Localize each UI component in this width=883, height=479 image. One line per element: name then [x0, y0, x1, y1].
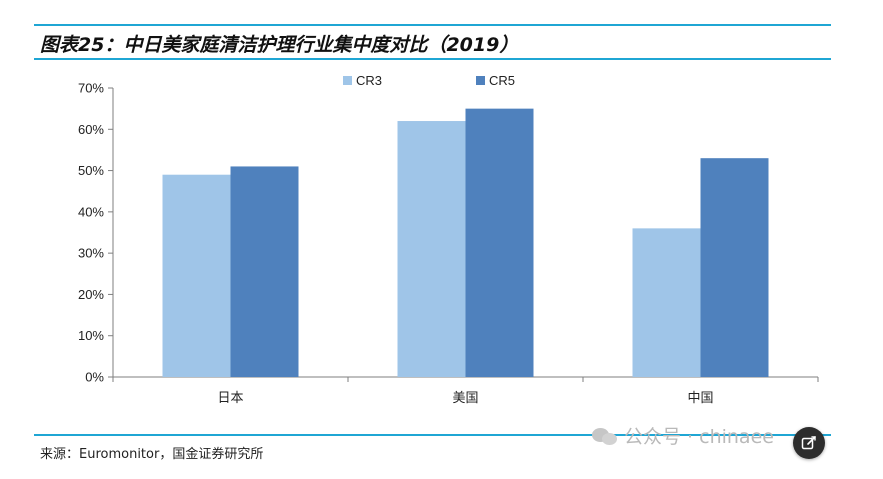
edit-button[interactable]	[793, 427, 825, 459]
legend-label-cr3: CR3	[356, 73, 382, 88]
bottom-rule	[34, 434, 831, 436]
legend-swatch-cr5	[476, 76, 485, 85]
y-tick-label: 20%	[78, 287, 104, 302]
title-bar: 图表25：中日美家庭清洁护理行业集中度对比（2019）	[34, 24, 831, 60]
source-note: 来源：Euromonitor，国金证券研究所	[40, 447, 264, 462]
legend: CR3 CR5	[343, 73, 515, 88]
bar-cr3-0	[162, 174, 231, 377]
y-axis: 0% 10% 20% 30% 40% 50% 60% 70%	[78, 81, 114, 385]
watermark-text: 公众号 · chinaee	[624, 426, 774, 448]
bars	[162, 108, 769, 378]
bar-cr3-2	[632, 228, 701, 377]
x-axis: 日本 美国 中国	[112, 376, 819, 406]
wechat-icon	[592, 426, 618, 446]
y-tick-label: 10%	[78, 328, 104, 343]
y-tick-label: 30%	[78, 246, 104, 261]
y-tick-label: 40%	[78, 204, 104, 219]
bar-cr3-1	[397, 121, 466, 378]
bar-cr5-0	[230, 166, 299, 377]
x-tick-label: 中国	[687, 391, 713, 406]
bar-cr5-1	[465, 108, 534, 378]
bar-cr5-2	[700, 158, 769, 377]
y-tick-label: 50%	[78, 163, 104, 178]
legend-label-cr5: CR5	[489, 73, 515, 88]
edit-icon	[801, 436, 816, 450]
y-tick-label: 70%	[78, 81, 104, 96]
x-tick-label: 美国	[452, 391, 478, 406]
x-tick-label: 日本	[217, 391, 243, 406]
y-tick-label: 60%	[78, 122, 104, 137]
legend-swatch-cr3	[343, 76, 352, 85]
chart-title: 图表25：中日美家庭清洁护理行业集中度对比（2019）	[40, 34, 519, 56]
watermark: 公众号 · chinaee	[592, 422, 774, 449]
y-tick-label: 0%	[85, 370, 104, 385]
